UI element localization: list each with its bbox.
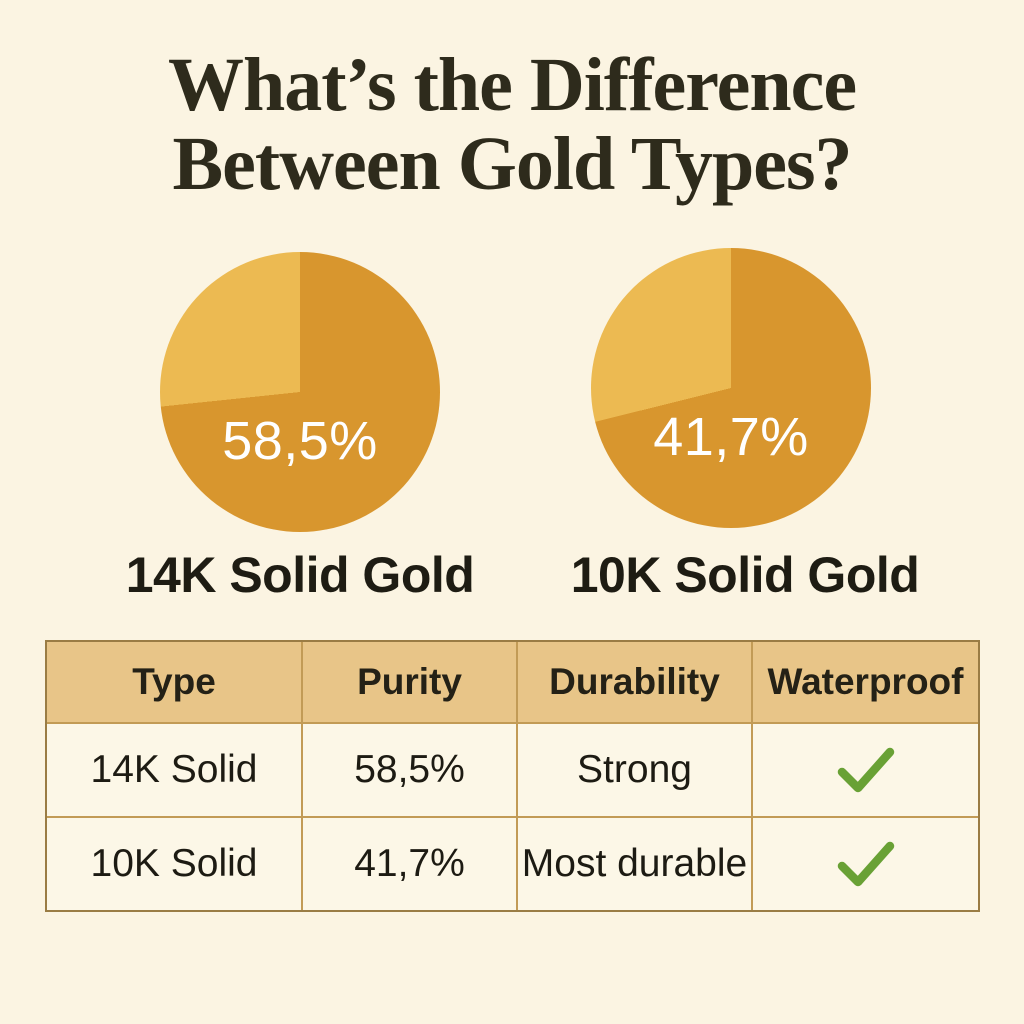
pie-caption-14k: 14K Solid Gold <box>125 547 475 603</box>
pie-value-label-10k: 41,7% <box>653 407 809 467</box>
comparison-table: Type Purity Durability Waterproof 14K So… <box>45 640 980 912</box>
page-title: What’s the Difference Between Gold Types… <box>0 43 1024 207</box>
check-icon <box>837 747 895 793</box>
table-header-durability: Durability <box>518 642 753 724</box>
pie-chart-14k: 58,5% <box>160 252 440 532</box>
check-icon <box>837 841 895 887</box>
table-cell-durability-14k: Strong <box>518 724 753 818</box>
table-header-purity: Purity <box>303 642 518 724</box>
table-cell-waterproof-14k <box>753 724 978 818</box>
table-header-waterproof: Waterproof <box>753 642 978 724</box>
pie-value-label-14k: 58,5% <box>222 411 378 471</box>
table-cell-type-10k: 10K Solid <box>47 818 303 910</box>
table-header-type: Type <box>47 642 303 724</box>
table-cell-type-14k: 14K Solid <box>47 724 303 818</box>
pie-caption-10k: 10K Solid Gold <box>570 547 920 603</box>
pie-chart-10k: 41,7% <box>591 248 871 528</box>
table-cell-purity-10k: 41,7% <box>303 818 518 910</box>
page-title-line-1: What’s the Difference <box>167 43 857 127</box>
page-title-line-2: Between Gold Types? <box>172 122 852 207</box>
table-cell-purity-14k: 58,5% <box>303 724 518 818</box>
table-cell-waterproof-10k <box>753 818 978 910</box>
table-cell-durability-10k: Most durable <box>518 818 753 910</box>
